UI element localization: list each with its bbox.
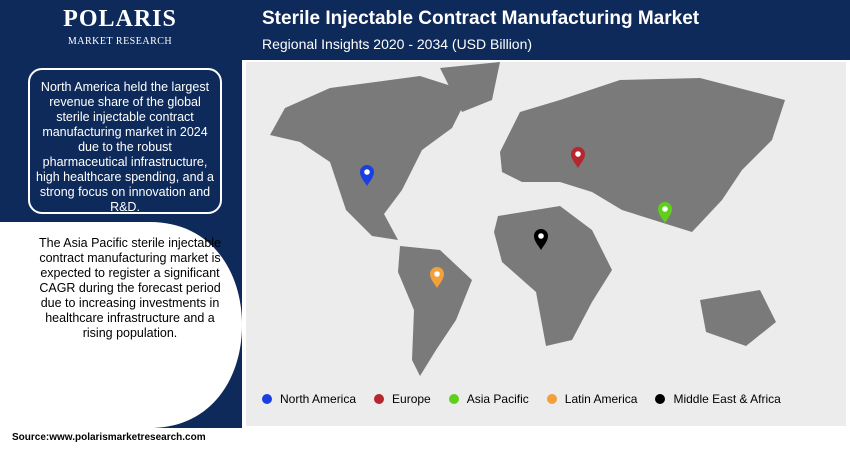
- legend-label: North America: [280, 392, 357, 406]
- pin-body: [534, 229, 548, 250]
- map-pin: [534, 229, 548, 250]
- callout-text: The Asia Pacific sterile injectable cont…: [38, 236, 222, 340]
- legend-dot: [546, 394, 557, 404]
- pin-hole: [538, 233, 544, 239]
- legend-item: Middle East & Africa: [655, 392, 781, 406]
- logo-tagline: MARKET RESEARCH: [67, 36, 173, 47]
- callout-bg: [0, 222, 242, 428]
- pin-body: [360, 165, 374, 186]
- header: Sterile Injectable Contract Manufacturin…: [242, 0, 850, 60]
- legend-dot: [262, 394, 272, 404]
- map-area: [246, 62, 846, 426]
- pin-hole: [662, 206, 668, 212]
- legend-dot: [374, 394, 385, 404]
- left-panel: POLARIS MARKET RESEARCH North America he…: [0, 0, 242, 428]
- legend-label: Middle East & Africa: [673, 392, 781, 406]
- legend-label: Latin America: [564, 392, 638, 406]
- map-pin: [430, 267, 444, 288]
- callout-box: North America held the largest revenue s…: [28, 68, 222, 214]
- logo-name: POLARIS: [63, 6, 177, 32]
- world-map: [270, 62, 785, 376]
- legend-item: Latin America: [546, 392, 638, 406]
- map-pin: [360, 165, 374, 186]
- map-pin: [658, 202, 672, 223]
- greenland: [440, 62, 500, 112]
- title: Sterile Injectable Contract Manufacturin…: [262, 8, 700, 29]
- legend-item: North America: [262, 392, 356, 406]
- legend-item: Europe: [374, 392, 431, 406]
- legend-label: Europe: [392, 392, 431, 406]
- map-pin: [571, 147, 585, 168]
- legend-dot: [655, 394, 666, 404]
- pin-body: [571, 147, 585, 168]
- south-america: [398, 246, 472, 376]
- pin-hole: [575, 151, 581, 157]
- continents: [270, 62, 785, 376]
- callout-shape: [0, 222, 242, 428]
- subtitle: Regional Insights 2020 - 2034 (USD Billi…: [262, 36, 533, 52]
- source: Source:www.polarismarketresearch.com: [12, 432, 206, 443]
- north-america: [270, 76, 470, 240]
- legend: North America Europe Asia Pacific Latin Ame…: [262, 392, 781, 406]
- legend-item: Asia Pacific: [448, 392, 529, 406]
- pin-hole: [434, 271, 440, 277]
- australia: [700, 290, 776, 346]
- eurasia: [500, 78, 785, 232]
- africa: [494, 206, 612, 346]
- legend-label: Asia Pacific: [466, 392, 529, 406]
- pin-hole: [364, 169, 370, 175]
- pin-body: [658, 202, 672, 223]
- legend-dot: [448, 394, 459, 404]
- pin-body: [430, 267, 444, 288]
